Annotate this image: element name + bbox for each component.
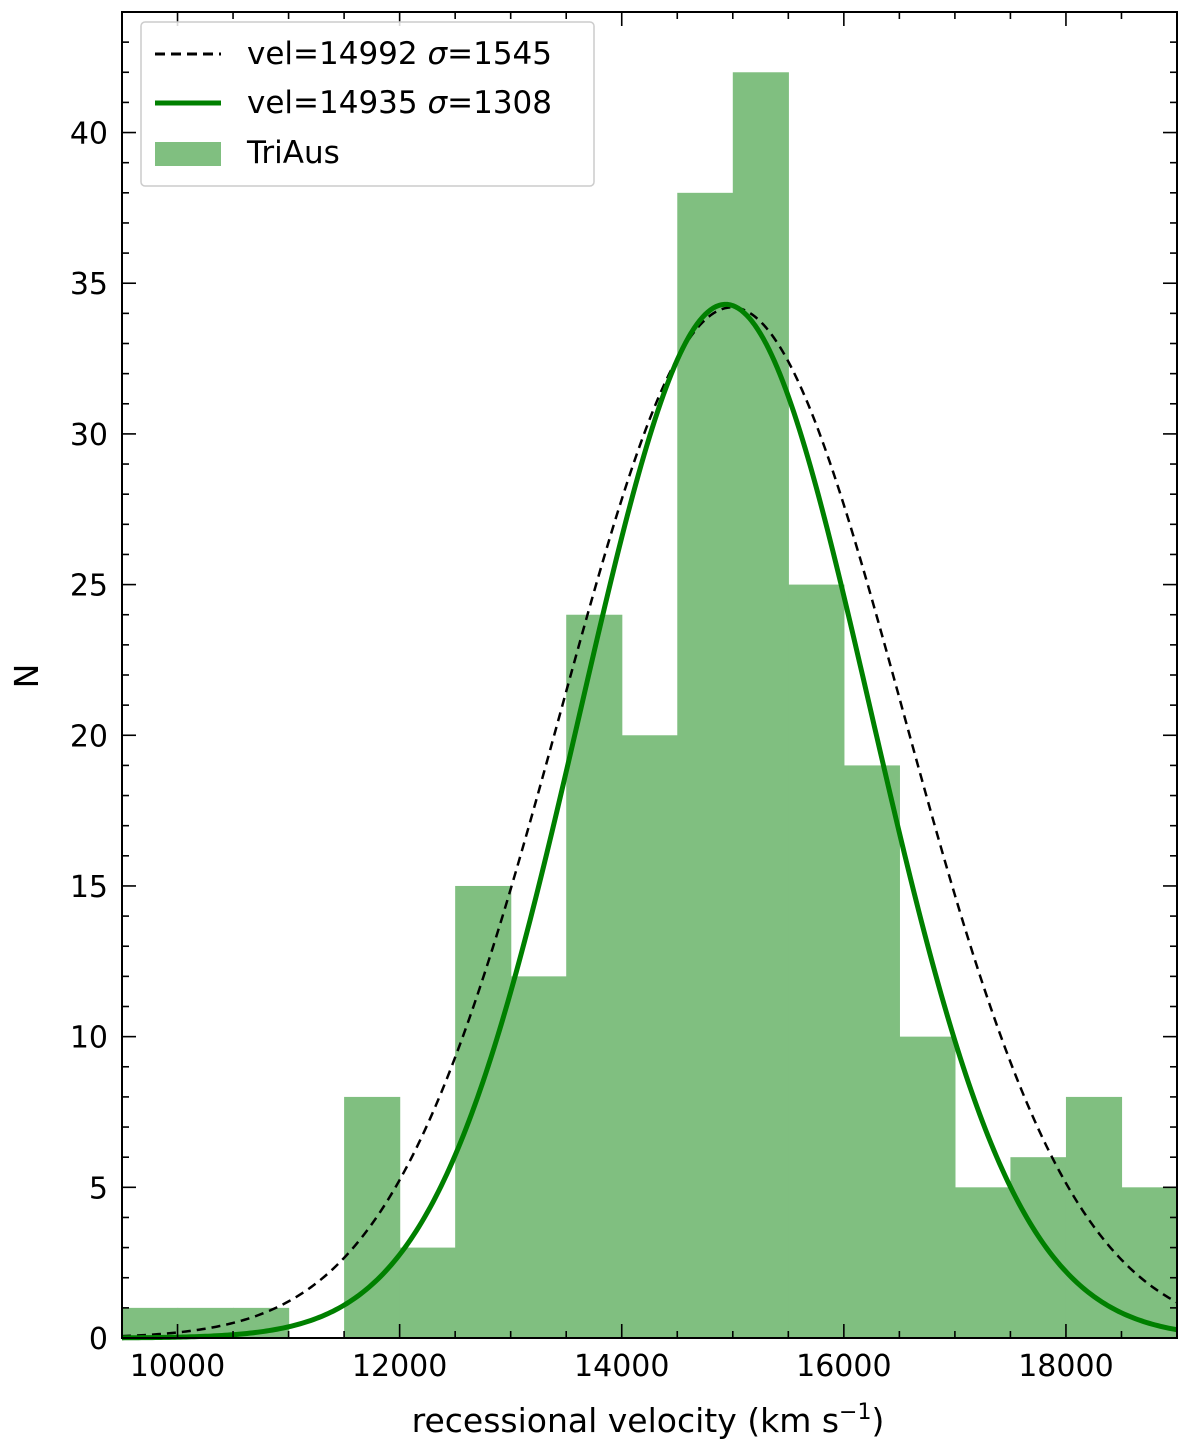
histogram-bar [1065,1096,1123,1338]
x-tick-label: 12000 [352,1349,447,1384]
histogram-bars [122,72,1178,1339]
histogram-bar [455,885,512,1338]
y-tick-label: 15 [70,870,108,905]
legend-dashed-suffix: =1545 [447,36,552,72]
y-tick-label: 30 [70,418,108,453]
x-tick-label: 16000 [796,1349,891,1384]
histogram-bar [732,72,789,1339]
x-tick-label: 10000 [130,1349,225,1384]
tick-labels: 10000 12000 14000 16000 18000 0 5 10 15 20 25 30 35 4… [70,117,1114,1384]
axis-ticks [121,11,1178,1339]
histogram-bar [788,584,845,1338]
fit-curves [121,301,1178,1341]
x-tick-label: 14000 [574,1349,669,1384]
histogram-bar [1121,1187,1178,1338]
histogram-bar [677,192,734,1339]
legend-dashed-sigma: σ [427,36,448,72]
histogram-bar [566,614,623,1338]
y-tick-label: 40 [70,117,108,152]
histogram-bar [399,1247,456,1338]
x-axis-label-exponent: −1 [839,1400,871,1425]
legend-solid-suffix: =1308 [447,85,552,121]
x-axis-label-close: ) [871,1401,884,1440]
fit-curve-dashed [121,306,1178,1338]
y-tick-label: 35 [70,267,108,302]
y-tick-label: 25 [70,569,108,604]
y-tick-label: 10 [70,1021,108,1056]
legend-label-solid-fit: vel=14935 σ=1308 [247,85,552,121]
x-tick-label: 18000 [1018,1349,1113,1384]
histogram-bar [954,1187,1012,1338]
histogram-bar [621,735,678,1338]
histogram-bar [899,1036,956,1338]
y-tick-label: 20 [70,719,108,754]
fit-curve-solid [121,301,1178,1341]
x-axis-label: recessional velocity (km s−1) [412,1400,885,1440]
legend-solid-sigma: σ [427,85,448,121]
histogram-bar [1010,1157,1067,1338]
histogram-bar [843,765,900,1338]
legend-solid-prefix: vel=14935 [247,85,427,121]
legend-label-histogram: TriAus [246,135,340,171]
y-tick-label: 0 [89,1322,108,1357]
legend-label-dashed-fit: vel=14992 σ=1545 [247,36,552,72]
y-tick-label: 5 [89,1171,108,1206]
y-axis-label: N [7,664,46,689]
legend-histogram-swatch [155,142,221,166]
legend-dashed-prefix: vel=14992 [247,36,427,72]
legend: vel=14992 σ=1545 vel=14935 σ=1308 TriAus [140,21,595,187]
histogram-bar [510,976,567,1338]
x-axis-label-main: recessional velocity (km s [412,1401,839,1440]
legend-box [140,21,595,187]
